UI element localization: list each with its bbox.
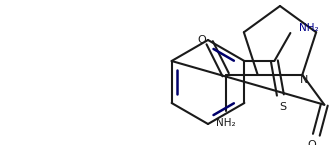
Text: NH₂: NH₂: [299, 23, 318, 33]
Text: O: O: [197, 35, 206, 45]
Text: O: O: [307, 140, 316, 145]
Text: N: N: [300, 75, 308, 85]
Text: S: S: [279, 102, 286, 112]
Text: NH₂: NH₂: [216, 118, 236, 128]
